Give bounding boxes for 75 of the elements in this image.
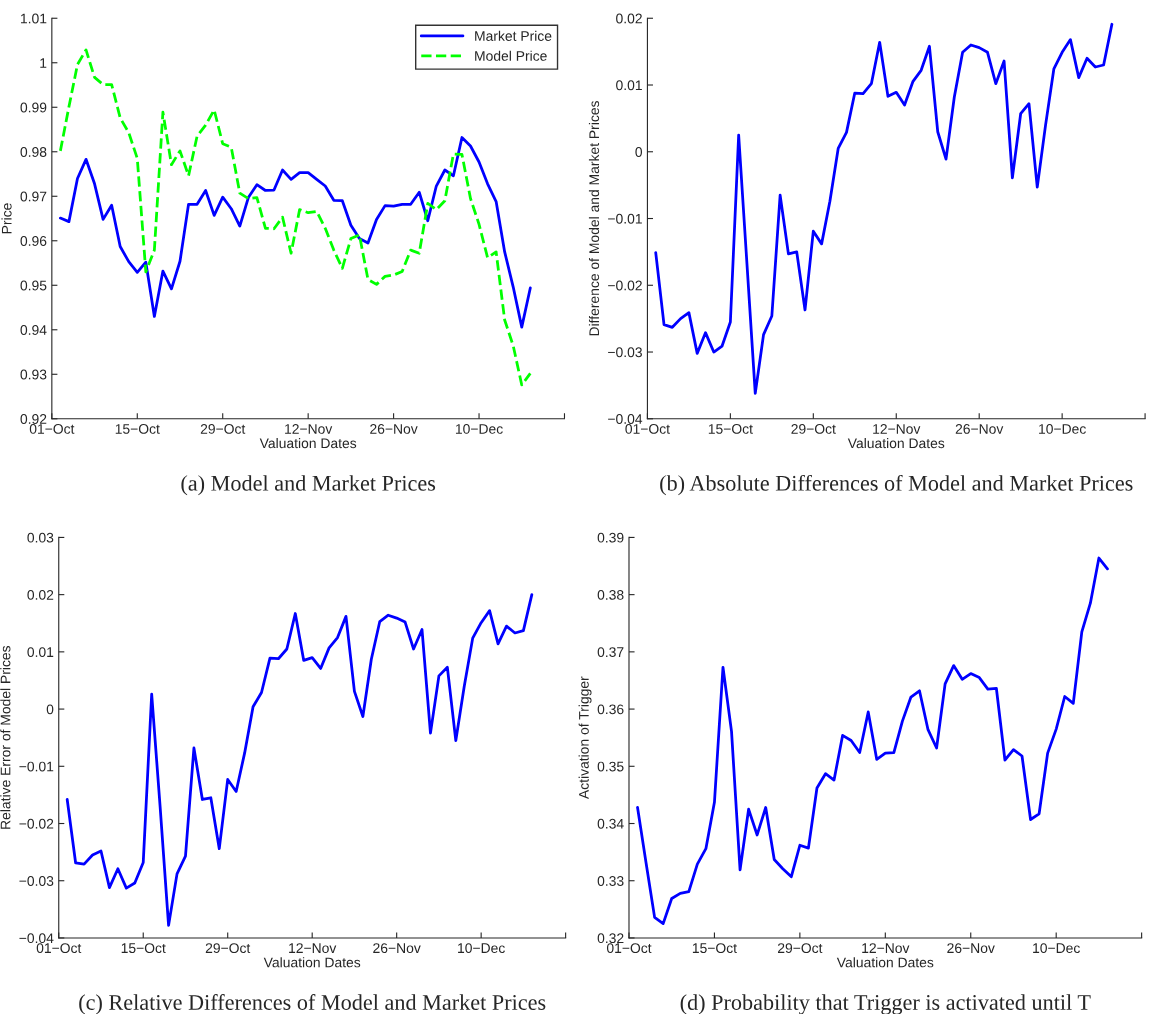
y-tick-label: −0.03 xyxy=(19,876,54,886)
x-tick-label: 26−Nov xyxy=(955,424,1004,434)
y-tick-label: 0.92 xyxy=(20,414,47,424)
y-tick-label: 0.37 xyxy=(597,647,624,658)
y-axis-title: Relative Error of Model Prices xyxy=(0,645,11,829)
x-tick-label: 26−Nov xyxy=(373,943,421,954)
text: (a) Model and Market Prices xyxy=(181,475,436,496)
y-tick-label: 1.01 xyxy=(21,13,47,24)
y-tick-label: 0.33 xyxy=(597,876,624,886)
x-tick-label: 12−Nov xyxy=(873,424,921,434)
y-tick-label: −0.03 xyxy=(608,347,642,358)
x-tick-label: 15−Oct xyxy=(692,943,737,954)
x-tick-label: 01−Oct xyxy=(606,943,652,954)
y-tick-label: −0.02 xyxy=(19,818,54,829)
x-axis-title: Valuation Dates xyxy=(847,437,945,449)
x-tick-label: 15−Oct xyxy=(121,943,166,954)
x-tick-label: 29−Oct xyxy=(791,424,836,434)
x-axis-title: Valuation Dates xyxy=(263,957,361,968)
y-tick-label: 1 xyxy=(40,58,47,68)
y-tick-label: −0.02 xyxy=(608,280,642,291)
y-tick-label: −0.01 xyxy=(608,213,642,224)
x-axis-title: Valuation Dates xyxy=(836,957,934,968)
y-tick-label: 0.95 xyxy=(20,280,47,291)
text: (c) Relative Differences of Model and Market Prices xyxy=(79,994,546,1014)
y-tick-label: 0.34 xyxy=(597,818,624,829)
x-tick-label: 12−Nov xyxy=(862,943,910,954)
x-tick-label: 10−Dec xyxy=(458,943,505,954)
y-tick-label: 0.94 xyxy=(20,325,47,335)
y-tick-label: 0.02 xyxy=(616,13,642,24)
y-tick-label: 0 xyxy=(46,704,54,715)
x-axis-title: Valuation Dates xyxy=(259,437,357,449)
text: (b) Absolute Differences of Model and Market Prices xyxy=(660,474,1133,496)
x-tick-label: 15−Oct xyxy=(115,424,160,434)
y-tick-label: 0.99 xyxy=(20,102,47,113)
y-tick-label: 0.39 xyxy=(597,532,624,543)
y-axis-title: Activation of Trigger xyxy=(578,676,592,800)
y-tick-label: 0.03 xyxy=(27,532,54,543)
text: (d) Probability that Trigger is activated until T xyxy=(680,994,1091,1014)
x-tick-label: 29−Oct xyxy=(205,943,251,954)
x-tick-label: 01−Oct xyxy=(625,424,670,434)
y-tick-label: −0.01 xyxy=(19,761,54,772)
y-tick-label: 0.38 xyxy=(597,589,624,600)
y-tick-label: 0.35 xyxy=(597,761,624,772)
y-tick-label: −0.04 xyxy=(608,414,643,424)
y-tick-label: 0.93 xyxy=(20,369,47,380)
x-tick-label: 10−Dec xyxy=(1033,943,1080,954)
x-tick-label: 01−Oct xyxy=(29,424,75,434)
x-tick-label: 10−Dec xyxy=(1039,424,1086,434)
legend-label: Market Price xyxy=(475,30,552,41)
line-series xyxy=(636,556,1109,926)
x-tick-label: 29−Oct xyxy=(200,424,246,434)
y-tick-label: 0.97 xyxy=(20,191,47,202)
x-tick-label: 29−Oct xyxy=(777,943,823,954)
y-tick-label: 0.01 xyxy=(616,80,642,91)
x-tick-label: 26−Nov xyxy=(370,424,418,434)
x-tick-label: 01−Oct xyxy=(36,943,82,954)
y-tick-label: 0.32 xyxy=(597,933,624,944)
y-tick-label: 0 xyxy=(635,147,643,157)
x-tick-label: 12−Nov xyxy=(289,943,337,954)
y-tick-label: 0.02 xyxy=(27,589,54,600)
x-tick-label: 26−Nov xyxy=(947,943,995,954)
y-tick-label: 0.01 xyxy=(27,647,54,658)
line-series xyxy=(654,22,1114,395)
legend-label: Model Price xyxy=(475,50,547,61)
y-tick-label: 0.96 xyxy=(20,236,47,246)
line-series xyxy=(58,136,532,329)
y-tick-label: 0.36 xyxy=(597,704,624,715)
y-tick-label: −0.04 xyxy=(19,933,54,944)
y-tick-label: 0.98 xyxy=(20,147,47,157)
x-tick-label: 15−Oct xyxy=(708,424,753,434)
x-tick-label: 10−Dec xyxy=(455,424,503,434)
y-axis-title: Price xyxy=(1,203,12,234)
x-tick-label: 12−Nov xyxy=(285,424,333,434)
y-axis-title: Difference of Model and Market Prices xyxy=(588,101,600,336)
line-series xyxy=(65,593,534,927)
